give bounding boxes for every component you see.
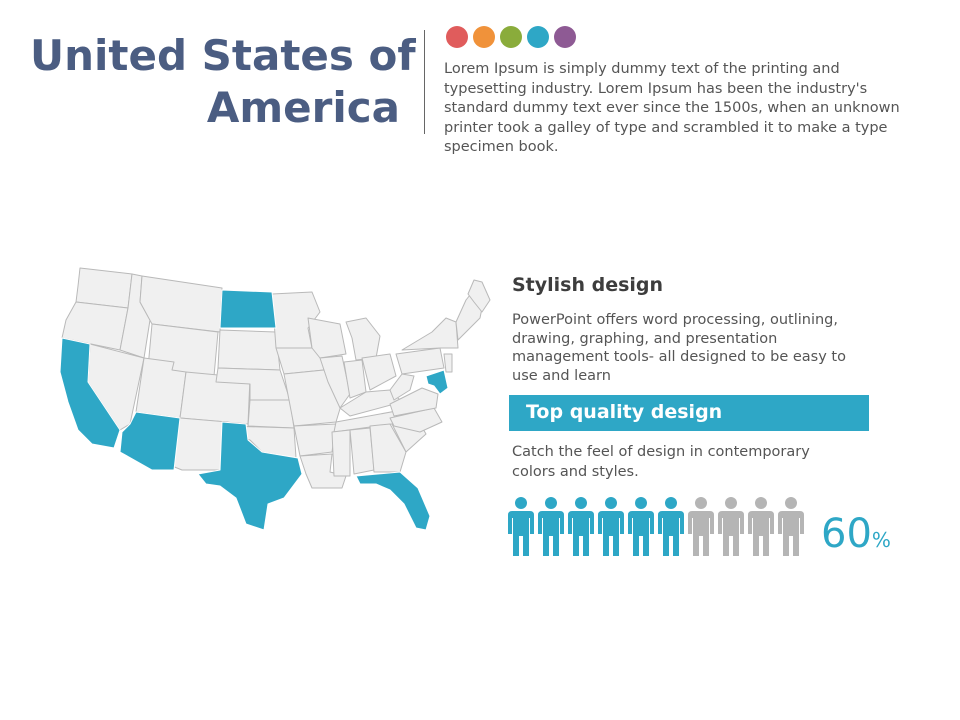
quality-body: Catch the feel of design in contemporary… — [512, 444, 810, 480]
state-kansas — [247, 399, 295, 429]
stylish-heading: Stylish design — [512, 274, 664, 296]
divider — [424, 30, 425, 134]
percentage: 60% — [821, 512, 891, 562]
person-icon-empty — [718, 497, 744, 556]
state-ohio — [361, 353, 397, 391]
title-line-1: United States of — [30, 31, 416, 80]
person-icon-filled — [568, 497, 594, 556]
person-icon-empty — [688, 497, 714, 556]
person-icon-filled — [508, 497, 534, 556]
color-dot — [554, 26, 576, 48]
title-line-2: America — [206, 83, 400, 132]
color-dot — [473, 26, 495, 48]
state-wisconsin — [307, 317, 347, 359]
state-texas — [197, 421, 303, 531]
percentage-unit: % — [871, 528, 891, 552]
color-dot — [527, 26, 549, 48]
intro-text: Lorem Ipsum is simply dummy text of the … — [444, 61, 900, 155]
state-arkansas — [293, 423, 337, 457]
state-new-mexico — [171, 417, 229, 471]
usa-map — [59, 267, 491, 531]
state-louisiana — [299, 453, 347, 489]
state-new-jersey — [443, 353, 453, 373]
person-icon-empty — [778, 497, 804, 556]
person-icon-filled — [538, 497, 564, 556]
color-dots — [446, 26, 576, 48]
state-maryland — [425, 369, 449, 395]
state-mississippi — [331, 429, 351, 477]
person-icon-filled — [598, 497, 624, 556]
state-new-york — [401, 317, 459, 351]
state-florida — [355, 471, 431, 531]
color-dot — [500, 26, 522, 48]
person-icon-filled — [658, 497, 684, 556]
state-north-dakota — [219, 289, 277, 329]
person-icon-filled — [628, 497, 654, 556]
state-west-virginia — [389, 373, 415, 401]
quality-bar: Top quality design — [509, 395, 869, 431]
stylish-body: PowerPoint offers word processing, outli… — [512, 312, 846, 384]
page-title: United States of America — [30, 30, 416, 134]
state-virginia — [389, 387, 439, 417]
percentage-value: 60 — [821, 511, 872, 557]
state-pennsylvania — [395, 347, 445, 375]
state-maine — [467, 279, 491, 313]
state-georgia — [369, 423, 407, 473]
person-icons — [508, 496, 804, 558]
state-arizona — [119, 411, 181, 471]
state-california — [59, 337, 121, 449]
state-south-dakota — [217, 329, 281, 371]
person-icon-empty — [748, 497, 774, 556]
color-dot — [446, 26, 468, 48]
state-michigan — [345, 317, 381, 361]
state-missouri — [283, 369, 343, 427]
state-illinois — [319, 355, 351, 409]
state-washington — [75, 267, 133, 309]
quality-bar-label: Top quality design — [526, 401, 723, 423]
